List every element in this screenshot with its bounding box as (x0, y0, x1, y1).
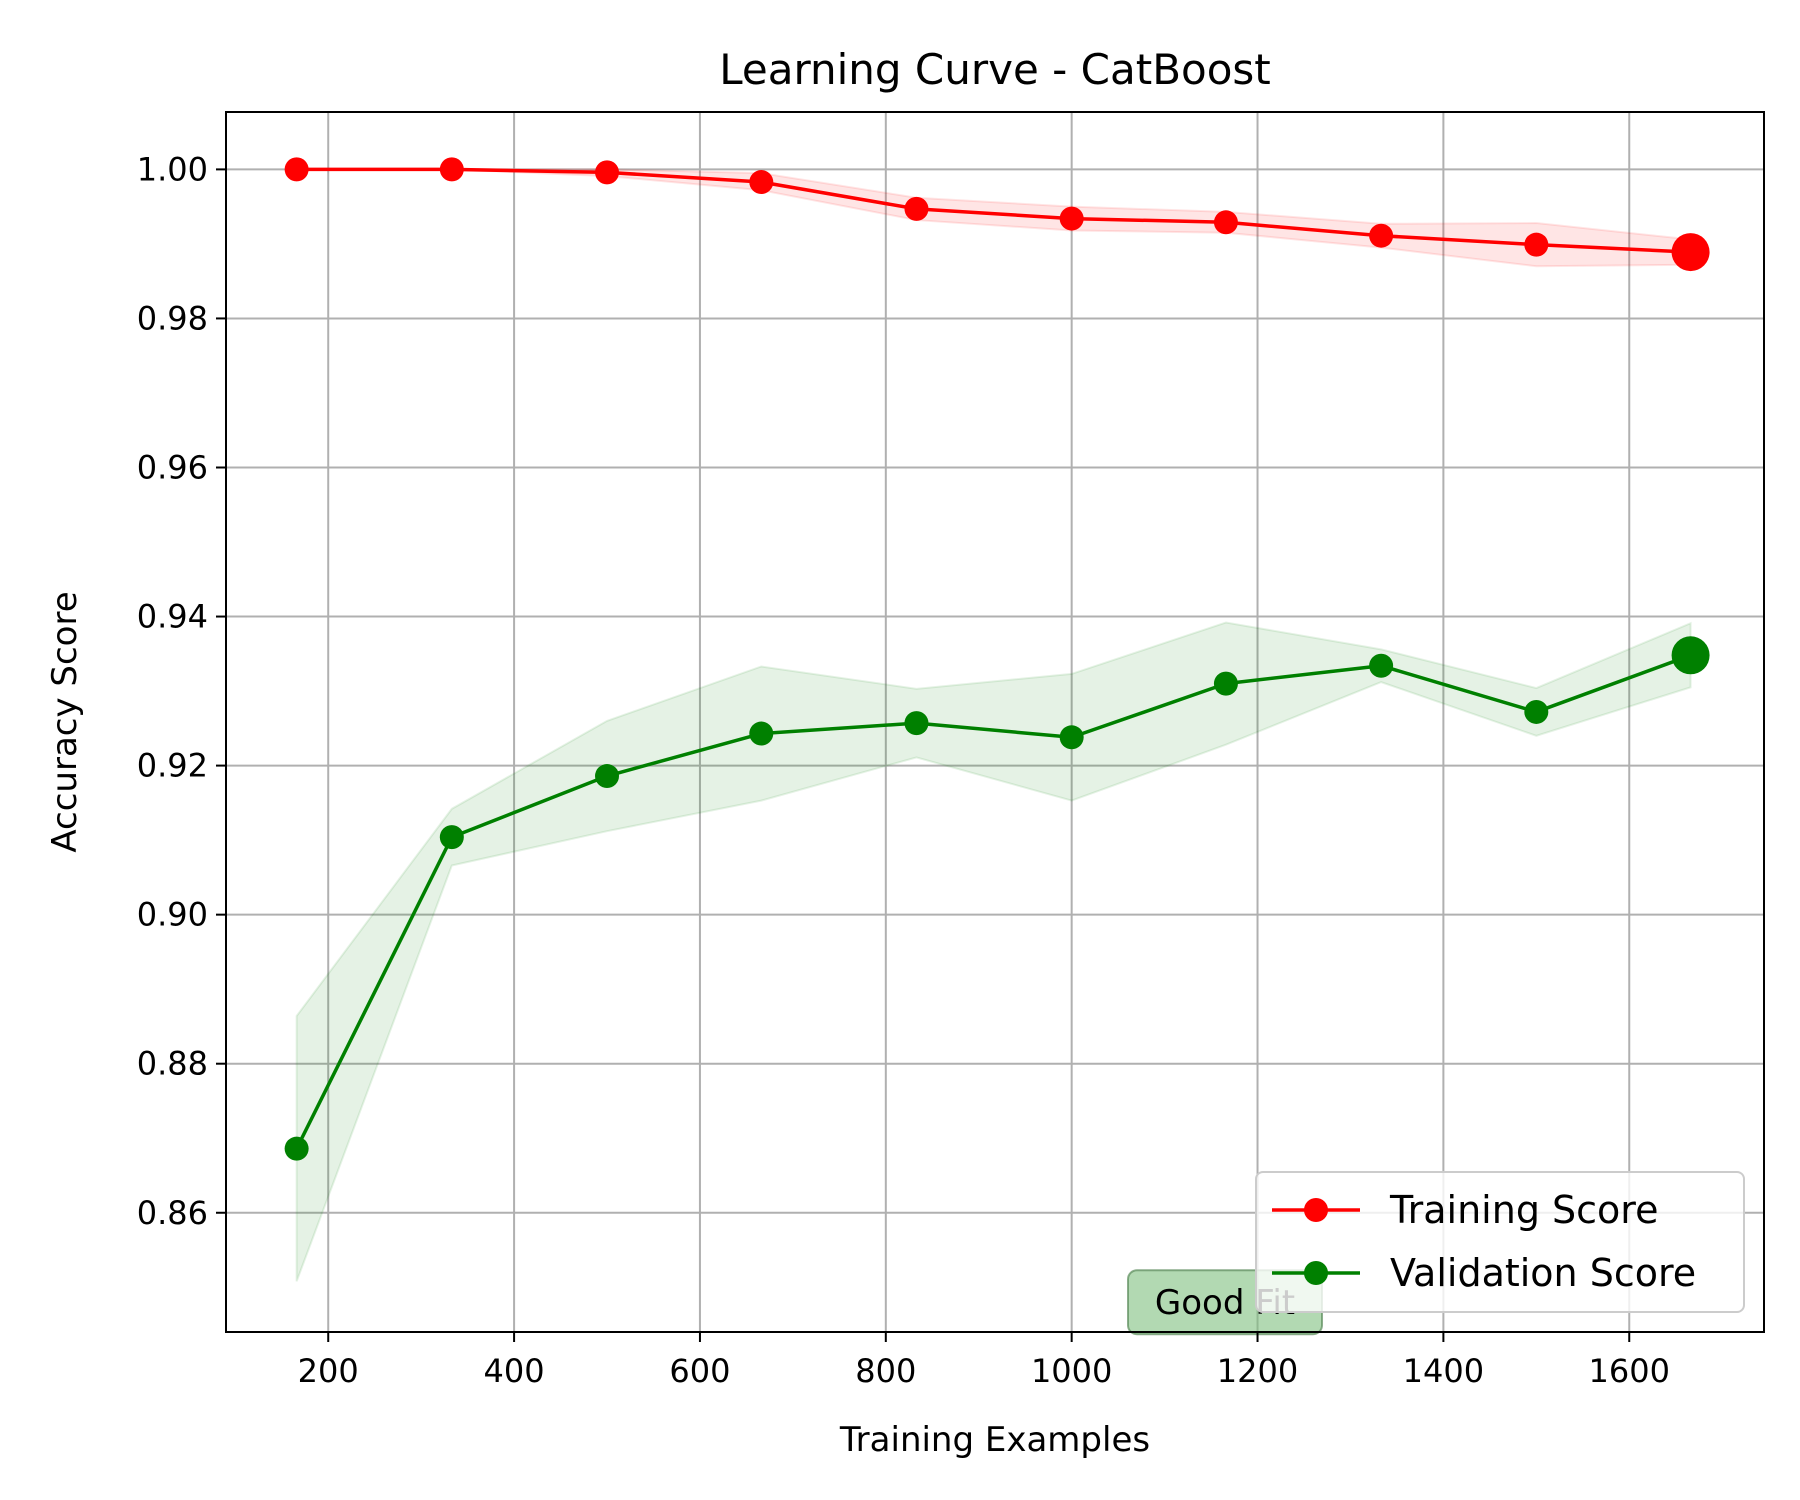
training-score-point (284, 157, 309, 182)
x-axis-label: Training Examples (839, 1420, 1150, 1460)
training-score-point (904, 196, 929, 221)
validation-score-point (1524, 699, 1549, 724)
x-tick-label: 1600 (1589, 1352, 1670, 1390)
validation-score-point (595, 764, 620, 789)
validation-score-line (295, 653, 1692, 1150)
x-tick-label: 1000 (1031, 1352, 1112, 1390)
training-score-point (749, 170, 774, 195)
legend-training-score-marker (1304, 1198, 1328, 1222)
validation-score-point (284, 1136, 309, 1161)
x-tick-label: 1400 (1403, 1352, 1484, 1390)
training-score-point (1671, 233, 1710, 272)
validation-score-point (904, 711, 929, 736)
x-tick-label: 400 (484, 1352, 545, 1390)
x-tick-label: 1200 (1217, 1352, 1298, 1390)
validation-score-band (295, 621, 1692, 1282)
training-score-point (595, 160, 620, 185)
y-tick-label: 0.92 (137, 747, 208, 785)
y-tick-label: 0.88 (137, 1045, 208, 1083)
y-tick-label: 0.94 (137, 598, 208, 636)
validation-score-point (1059, 725, 1084, 750)
y-tick-label: 0.86 (137, 1194, 208, 1232)
chart-title: Learning Curve - CatBoost (719, 45, 1271, 94)
validation-score-point (749, 721, 774, 746)
axis-ticks: 200 400 600 800 1000 1200 1400 1600 0.86 0.88 0.90… (137, 150, 1670, 1390)
training-score-point (1213, 210, 1238, 235)
training-score-point (1524, 232, 1549, 257)
y-tick-label: 0.98 (137, 299, 208, 337)
legend: Training Score Validation Score (1255, 1171, 1745, 1313)
legend-box (1255, 1171, 1745, 1313)
legend-validation-score-label: Validation Score (1390, 1251, 1696, 1295)
validation-score-point (1213, 671, 1238, 696)
y-tick-label: 1.00 (137, 150, 208, 188)
legend-validation-score-marker (1304, 1261, 1328, 1285)
legend-training-score-label: Training Score (1389, 1188, 1658, 1232)
validation-score-point (1671, 636, 1710, 675)
x-tick-label: 600 (669, 1352, 730, 1390)
training-score-point (1369, 223, 1394, 248)
validation-score-point (439, 825, 464, 850)
y-tick-label: 0.90 (137, 896, 208, 934)
x-tick-label: 800 (855, 1352, 916, 1390)
training-score-point (1059, 206, 1084, 231)
validation-score-point (1369, 653, 1394, 678)
y-tick-label: 0.96 (137, 448, 208, 486)
series-lines (284, 157, 1710, 1161)
training-score-line (296, 167, 1691, 254)
x-tick-label: 200 (298, 1352, 359, 1390)
plot-frame (225, 111, 1765, 1333)
y-axis-label: Accuracy Score (45, 591, 85, 852)
training-score-point (439, 157, 464, 182)
grid (226, 112, 1764, 1332)
